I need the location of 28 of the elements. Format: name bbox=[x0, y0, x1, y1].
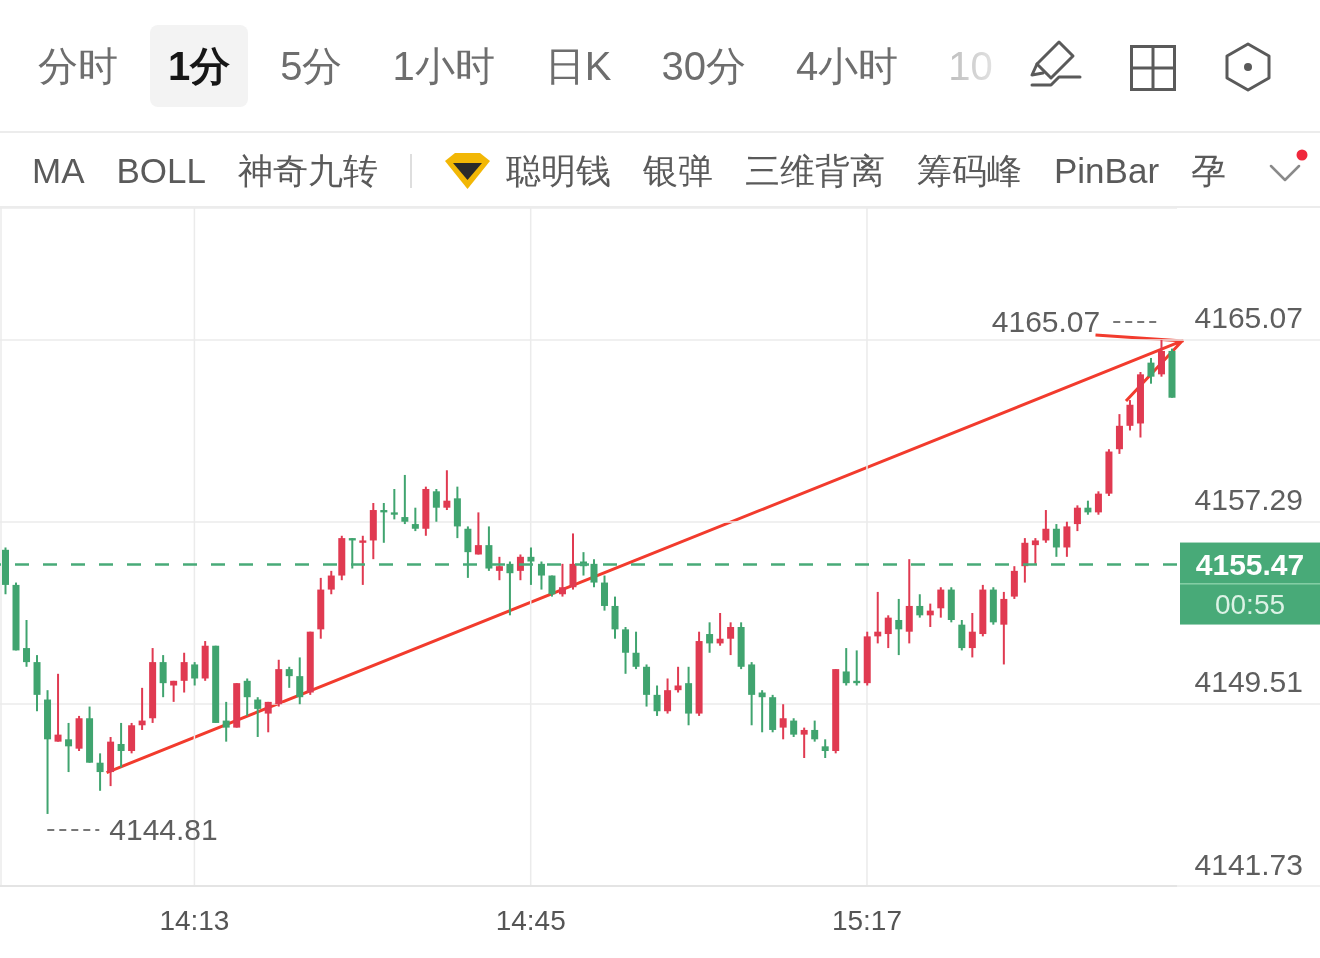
y-tick-label: 4141.73 bbox=[1194, 847, 1303, 881]
text: 30分 bbox=[660, 42, 747, 90]
text: 神奇九转 bbox=[238, 149, 378, 192]
text: 分时 bbox=[37, 42, 119, 90]
text: 4小时 bbox=[794, 42, 900, 90]
text: 1小时 bbox=[391, 42, 496, 90]
text: MA bbox=[32, 151, 85, 191]
annotation: 4165.07 bbox=[991, 305, 1101, 339]
y-tick-label: 4165.07 bbox=[1194, 301, 1303, 335]
text: 00:55 bbox=[1214, 589, 1286, 621]
y-tick-label: 4157.29 bbox=[1194, 483, 1303, 517]
text: PinBar bbox=[1054, 151, 1160, 191]
text: 孕 bbox=[1191, 149, 1227, 192]
text: 筹码峰 bbox=[917, 149, 1022, 192]
text: BOLL bbox=[116, 151, 206, 191]
text: 1分 bbox=[150, 25, 249, 107]
text: 三维背离 bbox=[745, 149, 885, 192]
x-tick-label: 15:17 bbox=[831, 904, 903, 936]
text: 聪明钱 bbox=[506, 149, 611, 192]
x-tick-label: 14:45 bbox=[495, 904, 566, 936]
text: 银弹 bbox=[643, 149, 713, 192]
ref-line-label: 4155.47 bbox=[1195, 548, 1305, 582]
text: 10 bbox=[947, 42, 994, 90]
y-tick-label: 4149.51 bbox=[1194, 665, 1303, 699]
text: 日K bbox=[543, 42, 613, 90]
annotation: 4144.81 bbox=[109, 813, 218, 847]
text: 5分 bbox=[279, 42, 344, 90]
x-tick-label: 14:13 bbox=[159, 904, 230, 936]
